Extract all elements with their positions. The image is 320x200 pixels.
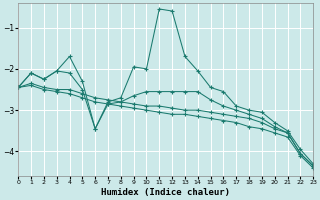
X-axis label: Humidex (Indice chaleur): Humidex (Indice chaleur) — [101, 188, 230, 197]
